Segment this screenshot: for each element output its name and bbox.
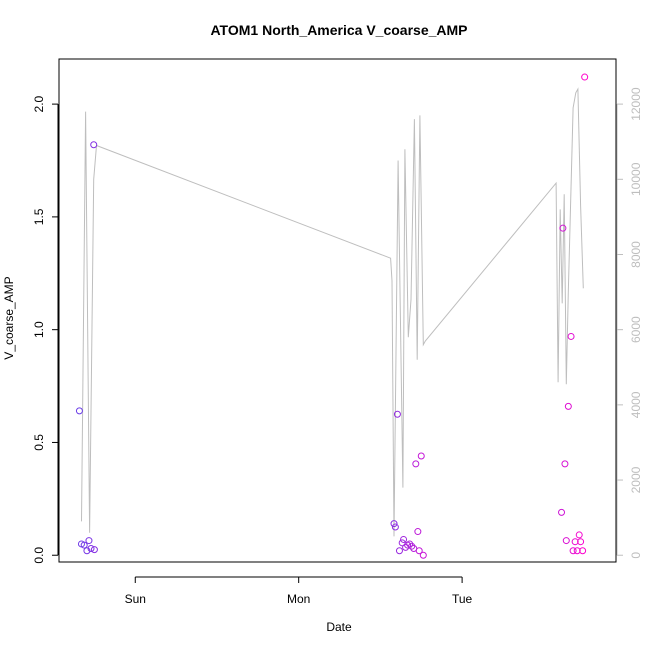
data-point — [83, 547, 91, 555]
right-tick-label: 2000 — [629, 466, 643, 493]
left-tick-label: 0.0 — [32, 547, 46, 564]
data-point — [85, 537, 93, 545]
data-point — [562, 537, 570, 545]
right-tick-label: 0 — [629, 552, 643, 559]
right-y-axis: 0 2000 4000 6000 8000 10000 12000 — [616, 87, 643, 559]
amp-point-series — [75, 73, 589, 559]
data-point — [417, 452, 425, 460]
data-point — [414, 528, 422, 536]
right-tick-label: 12000 — [629, 87, 643, 121]
data-point — [391, 523, 399, 531]
data-point — [400, 535, 408, 543]
data-point — [569, 547, 577, 555]
y-axis-label: V_coarse_AMP — [2, 276, 16, 359]
data-point — [415, 547, 423, 555]
left-tick-label: 1.0 — [32, 321, 46, 338]
data-point — [390, 520, 398, 528]
x-axis-label: Date — [326, 620, 352, 634]
data-point — [419, 551, 427, 559]
data-point — [579, 547, 587, 555]
data-point — [80, 541, 88, 549]
data-point — [573, 547, 581, 555]
data-point — [412, 460, 420, 468]
data-point — [577, 538, 585, 546]
left-tick-label: 2.0 — [32, 95, 46, 112]
count-line — [81, 87, 584, 537]
data-point — [87, 544, 95, 552]
x-axis: Sun Mon Tue — [125, 576, 473, 606]
data-point — [567, 332, 575, 340]
right-tick-label: 6000 — [629, 316, 643, 343]
data-point — [90, 141, 98, 149]
data-point — [571, 538, 579, 546]
right-tick-label: 10000 — [629, 162, 643, 196]
data-point — [75, 407, 83, 415]
right-tick-label: 8000 — [629, 241, 643, 268]
x-tick-label: Tue — [452, 592, 473, 606]
data-point — [393, 410, 401, 418]
chart-title: ATOM1 North_America V_coarse_AMP — [210, 22, 467, 38]
left-y-axis: 0.0 0.5 1.0 1.5 2.0 — [32, 95, 59, 564]
data-point — [558, 508, 566, 516]
data-point — [559, 224, 567, 232]
data-point — [408, 542, 416, 550]
plot-frame — [58, 58, 617, 563]
data-point — [575, 531, 583, 539]
x-tick-label: Sun — [125, 592, 146, 606]
left-tick-label: 1.5 — [32, 208, 46, 225]
data-point — [564, 402, 572, 410]
data-point — [395, 547, 403, 555]
data-point — [406, 540, 414, 548]
data-point — [561, 460, 569, 468]
left-tick-label: 0.5 — [32, 434, 46, 451]
count-line-series — [81, 87, 584, 537]
x-tick-label: Mon — [287, 592, 310, 606]
data-point — [581, 73, 589, 81]
data-point — [90, 546, 98, 554]
right-tick-label: 4000 — [629, 391, 643, 418]
